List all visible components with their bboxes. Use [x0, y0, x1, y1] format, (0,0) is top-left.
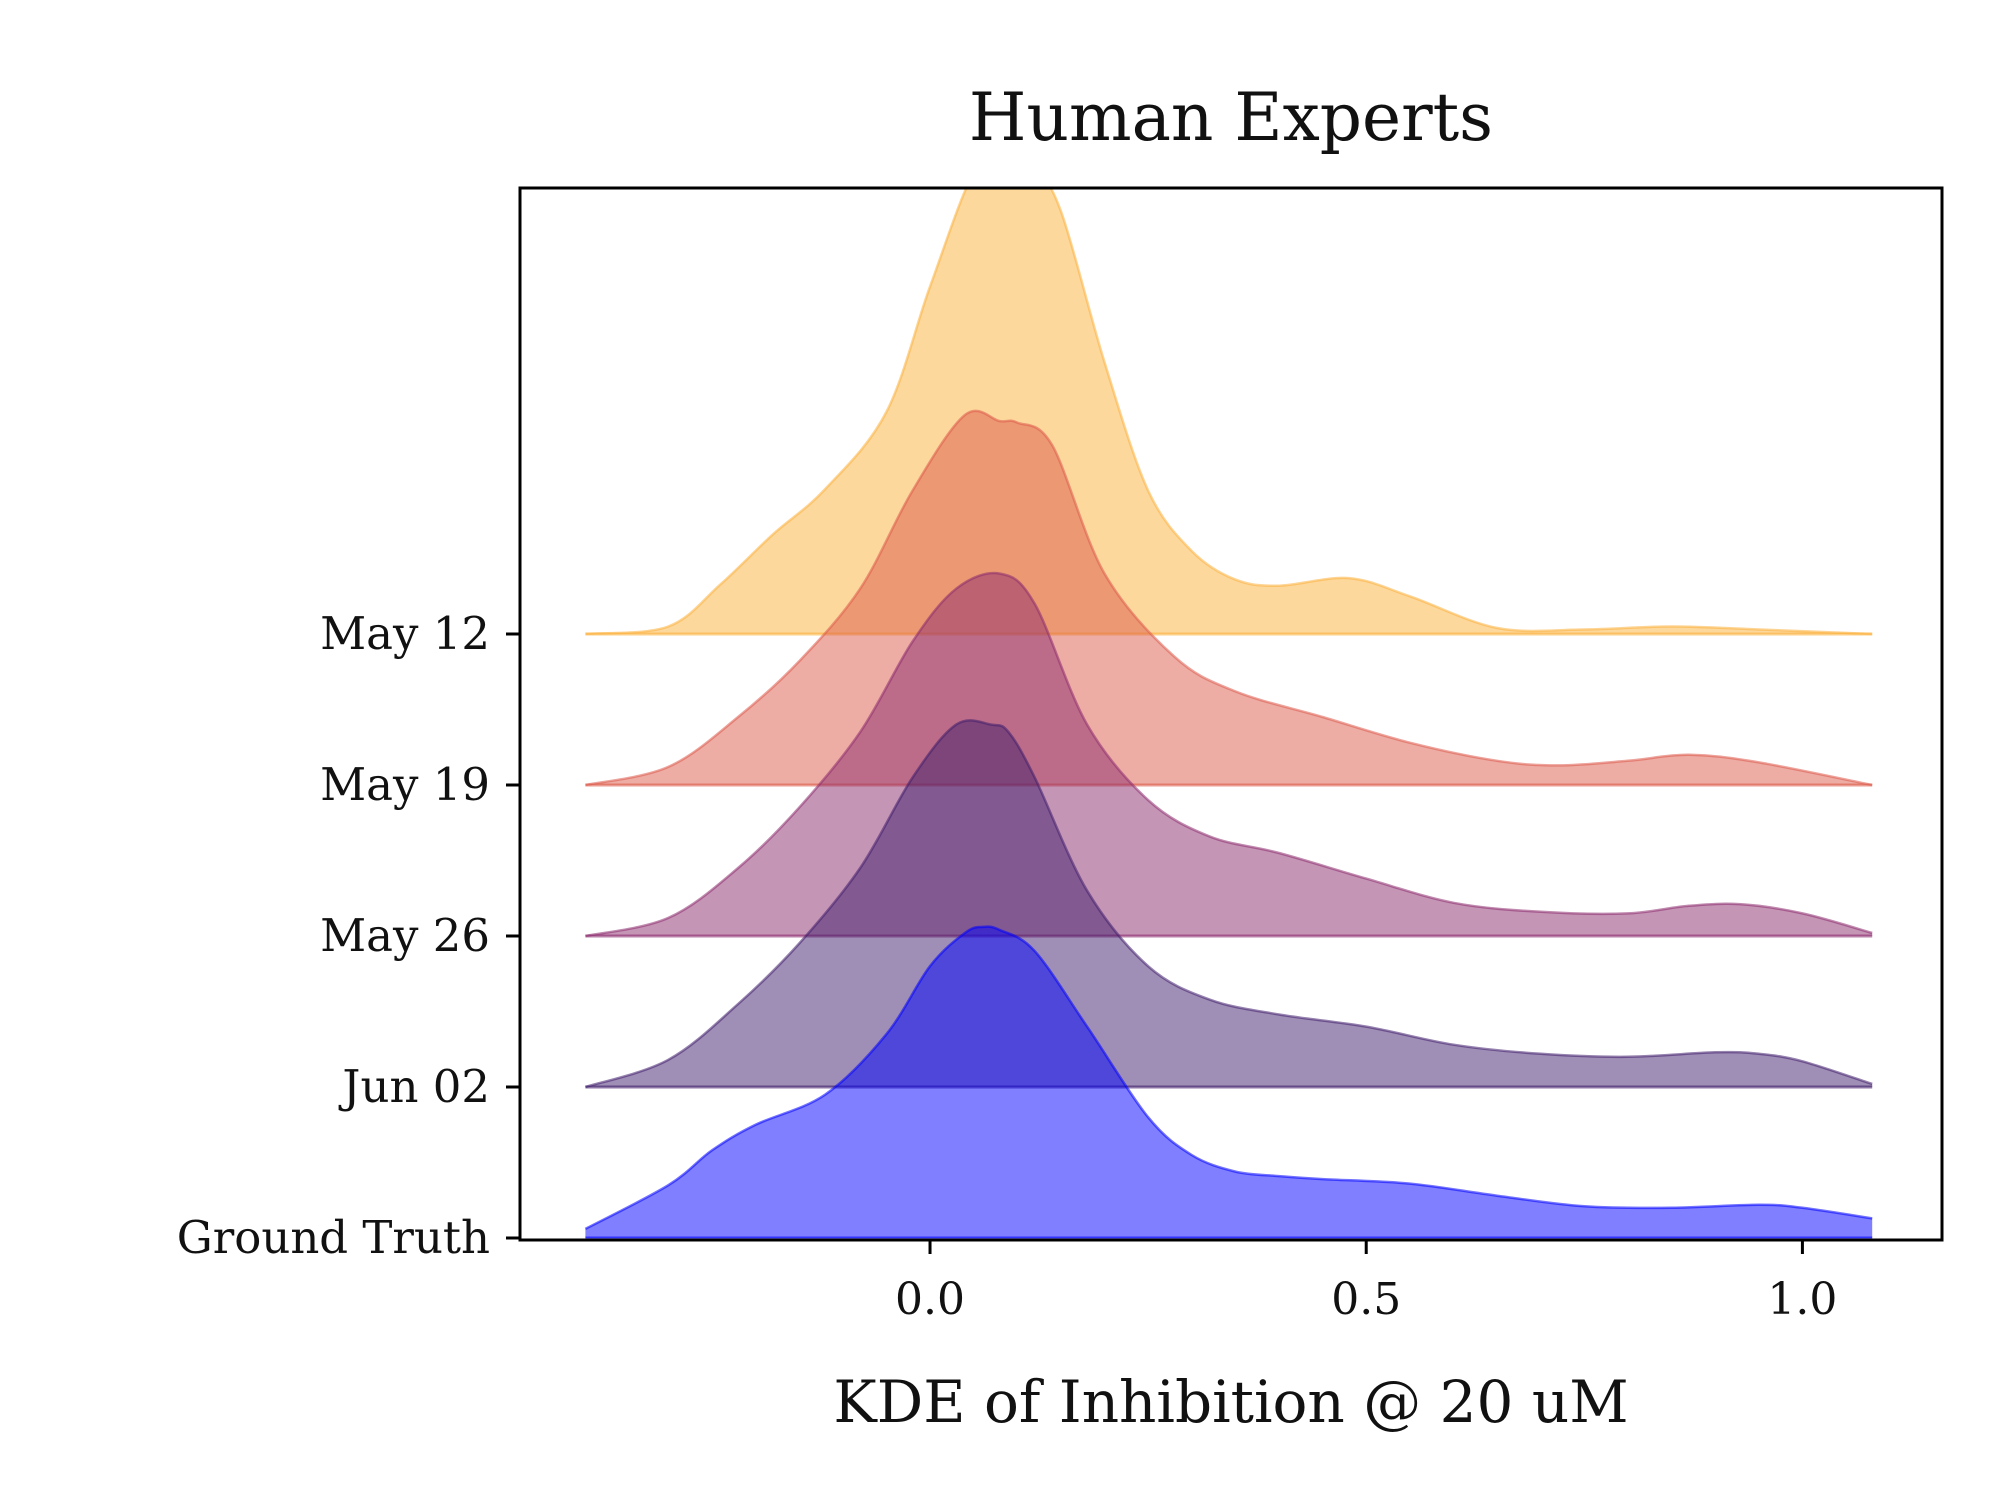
ridge-area-jun-02: [585, 720, 1873, 1087]
ridge-outline-jun-02: [585, 719, 1873, 1089]
y-axis: Ground Truth Jun 02 May 26 May 19 May 12: [177, 607, 520, 1264]
ridge-outline-ground-truth: [584, 925, 1873, 1231]
x-tick-label: 0.5: [1331, 1274, 1401, 1325]
y-tick-label: May 12: [320, 607, 490, 660]
y-tick-label: Jun 02: [338, 1060, 490, 1113]
ridge-outline-may-19: [585, 409, 1873, 787]
ridge-area-may-12: [585, 188, 1873, 634]
y-tick-label: May 26: [320, 909, 490, 962]
chart-title: Human Experts: [969, 79, 1493, 156]
ridge-outline-may-12: [585, 188, 1873, 636]
ridge-may-12: [585, 188, 1873, 636]
ridge-jun-02: [585, 719, 1873, 1089]
ridge-outline-may-26: [585, 571, 1873, 938]
plot-frame: [518, 186, 1944, 1242]
x-tick-label: 0.0: [895, 1274, 965, 1325]
x-axis-label: KDE of Inhibition @ 20 uM: [833, 1368, 1628, 1436]
ridge-ground-truth: [584, 925, 1873, 1240]
x-axis: 0.0 0.5 1.0: [895, 1240, 1837, 1325]
series-layer: [584, 188, 1873, 1240]
x-tick-label: 1.0: [1767, 1274, 1837, 1325]
y-tick-label: May 19: [320, 758, 490, 811]
y-tick-label: Ground Truth: [177, 1211, 490, 1264]
